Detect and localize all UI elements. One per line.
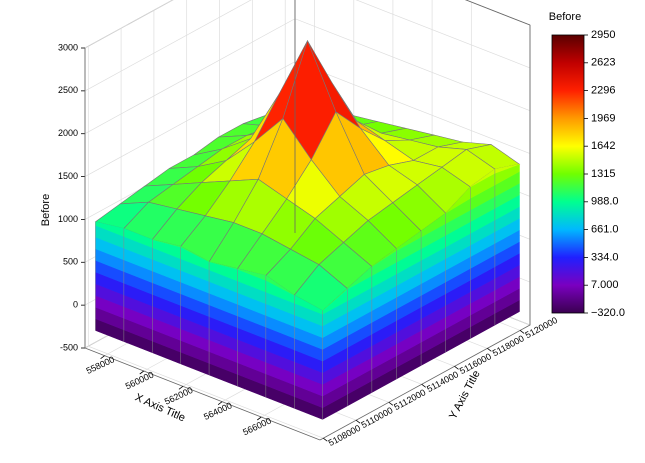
y-tick xyxy=(454,366,459,370)
z-tick-label: 0 xyxy=(73,300,78,310)
x-tick xyxy=(178,386,184,390)
y-tick xyxy=(421,383,426,388)
x-tick-label: 562000 xyxy=(163,385,194,407)
y-tick xyxy=(355,419,361,424)
axis-edge xyxy=(319,324,531,441)
z-tick-label: 3000 xyxy=(58,42,78,52)
colorbar-tick-label: 7.000 xyxy=(591,279,619,291)
colorbar-tick-label: 2623 xyxy=(591,57,615,69)
colorbar-tick-label: 1315 xyxy=(591,168,615,180)
grid-line xyxy=(84,0,531,49)
x-tick xyxy=(139,370,144,375)
x-tick-label: 560000 xyxy=(124,370,155,392)
x-tick xyxy=(257,416,262,421)
z-tick-label: 2000 xyxy=(58,128,78,138)
y-tick xyxy=(323,437,328,442)
x-tick-label: 558000 xyxy=(85,354,116,376)
axis-edge xyxy=(465,0,531,26)
z-tick-label: -500 xyxy=(60,342,78,352)
x-tick-label: 566000 xyxy=(241,416,272,438)
y-tick xyxy=(388,401,394,406)
x-tick xyxy=(100,355,105,359)
colorbar-title: Before xyxy=(549,11,581,23)
colorbar-tick-label: 1969 xyxy=(591,112,615,124)
z-tick-label: 2500 xyxy=(58,85,78,95)
grid-line xyxy=(87,46,324,439)
colorbar-tick-label: 2950 xyxy=(591,29,615,41)
colorbar-tick-label: 334.0 xyxy=(591,251,619,263)
colorbar-tick-label: 988.0 xyxy=(591,196,619,208)
x-tick-label: 564000 xyxy=(202,400,233,422)
z-tick-label: 500 xyxy=(63,257,78,267)
z-tick-label: 1000 xyxy=(58,214,78,224)
y-tick xyxy=(519,330,525,334)
colorbar-tick-label: 2296 xyxy=(591,85,615,97)
colorbar-tick-label: 661.0 xyxy=(591,224,619,236)
colorbar xyxy=(551,34,585,314)
y-tick xyxy=(487,348,492,352)
axis-edge xyxy=(84,347,321,441)
x-tick xyxy=(217,401,223,405)
grid-line xyxy=(84,0,531,92)
z-axis-title: Before xyxy=(40,194,52,226)
colorbar-tick-label: −320.0 xyxy=(591,307,625,319)
z-tick-label: 1500 xyxy=(58,171,78,181)
colorbar-tick-label: 1642 xyxy=(591,140,615,152)
